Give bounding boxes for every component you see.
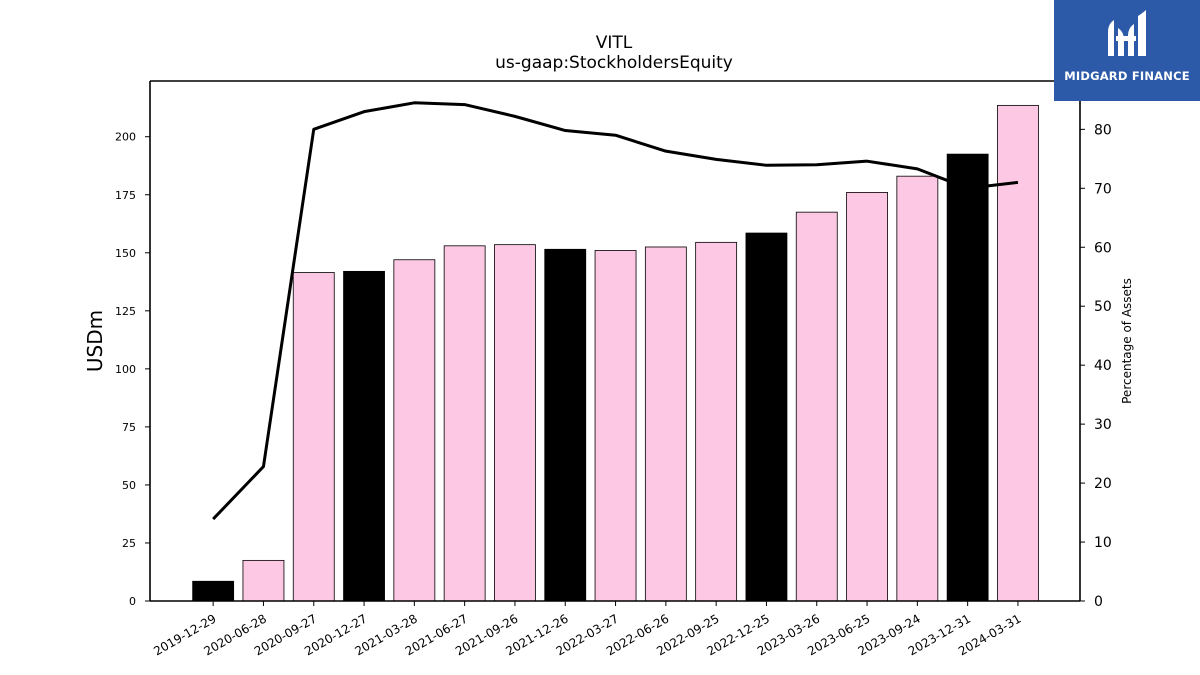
bar: [846, 192, 888, 602]
y-tick-label: 150: [115, 247, 136, 260]
y-tick-label: 125: [115, 305, 136, 318]
y2-tick-label: 70: [1094, 181, 1112, 197]
y-tick-label: 50: [122, 479, 136, 492]
logo-text: MIDGARD FINANCE: [1064, 69, 1190, 83]
logo-mark-icon: [1108, 10, 1146, 56]
bar: [997, 104, 1039, 602]
bar: [695, 241, 738, 602]
bar: [192, 580, 235, 602]
bar: [544, 248, 587, 602]
bar: [946, 153, 989, 602]
y-tick-label: 200: [115, 131, 136, 144]
bar: [292, 272, 335, 602]
y-tick-label: 100: [115, 363, 136, 376]
axes-group: [149, 80, 1081, 602]
bar: [795, 211, 838, 602]
y2-tick-label: 30: [1094, 417, 1112, 433]
y-tick-label: 25: [122, 537, 136, 550]
bar: [443, 245, 486, 602]
y-tick-label: 75: [122, 421, 136, 434]
bar: [644, 246, 687, 602]
y2-tick-label: 0: [1094, 594, 1103, 610]
y2-tick-label: 10: [1094, 535, 1112, 551]
y2-tick-label: 20: [1094, 476, 1112, 492]
bar: [594, 250, 637, 602]
chart-subtitle: us-gaap:StockholdersEquity: [495, 53, 733, 73]
y-tick-label: 0: [129, 595, 136, 608]
y2-tick-label: 50: [1094, 299, 1112, 315]
bars-group: [192, 104, 1039, 602]
y2-tick-label: 60: [1094, 240, 1112, 256]
ticks-group: 0255075100125150175200010203040506070802…: [115, 122, 1112, 658]
y2-tick-label: 80: [1094, 122, 1112, 138]
y2-tick-label: 40: [1094, 358, 1112, 374]
bar: [343, 270, 385, 602]
bar: [896, 175, 939, 602]
line-group: [212, 101, 1019, 521]
y-tick-label: 175: [115, 189, 136, 202]
bar: [242, 559, 285, 602]
brand-logo: MIDGARD FINANCE: [1054, 0, 1200, 101]
chart-title: VITL: [596, 33, 633, 53]
bar: [393, 259, 436, 602]
percent-of-assets-line: [212, 101, 1019, 521]
y-axis-label: USDm: [83, 310, 107, 372]
y2-axis-label: Percentage of Assets: [1120, 278, 1134, 404]
bar: [494, 244, 536, 602]
bar: [745, 232, 788, 602]
